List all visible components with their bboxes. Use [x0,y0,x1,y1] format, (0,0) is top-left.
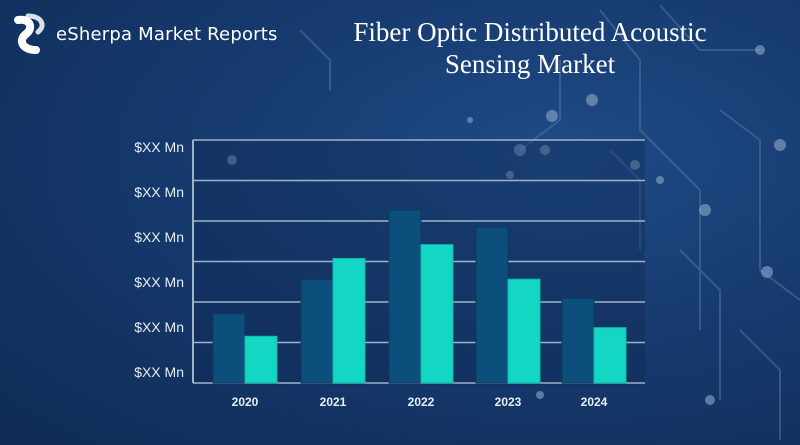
x-tick-label: 2020 [232,395,259,409]
bar-2022-series-2 [420,244,454,384]
x-tick-label: 2021 [320,395,347,409]
x-tick-label: 2023 [495,395,522,409]
bar-2020-series-2 [244,335,278,384]
bar-2021-series-2 [332,257,366,384]
bar-2022-series-1 [388,209,422,384]
brand-logo: eSherpa Market Reports [8,8,278,60]
x-tick-label: 2022 [408,395,435,409]
bar-2024-series-1 [561,297,595,384]
chart-title: Fiber Optic Distributed Acoustic Sensing… [353,17,707,79]
y-tick-label: $XX Mn [134,364,184,380]
brand-name: eSherpa Market Reports [56,23,278,45]
bar-2024-series-2 [593,327,627,384]
esherpa-logo-icon [14,13,45,54]
x-tick-label: 2024 [581,395,608,409]
bar-2020-series-1 [212,313,246,384]
y-tick-label: $XX Mn [134,139,184,155]
y-tick-label: $XX Mn [134,274,184,290]
y-tick-label: $XX Mn [134,319,184,335]
y-tick-label: $XX Mn [134,229,184,245]
bar-2021-series-1 [300,278,334,384]
bar-2023-series-1 [475,226,509,384]
y-tick-label: $XX Mn [134,184,184,200]
bar-2023-series-2 [507,278,541,384]
